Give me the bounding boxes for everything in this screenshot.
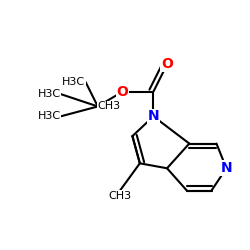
Text: H3C: H3C — [38, 111, 61, 121]
Text: H3C: H3C — [38, 89, 61, 99]
Text: N: N — [220, 161, 232, 175]
Text: O: O — [116, 84, 128, 98]
Text: CH3: CH3 — [98, 102, 121, 112]
Text: CH3: CH3 — [108, 190, 132, 200]
Text: H3C: H3C — [62, 77, 86, 87]
Text: O: O — [161, 58, 173, 71]
Text: N: N — [148, 109, 159, 123]
